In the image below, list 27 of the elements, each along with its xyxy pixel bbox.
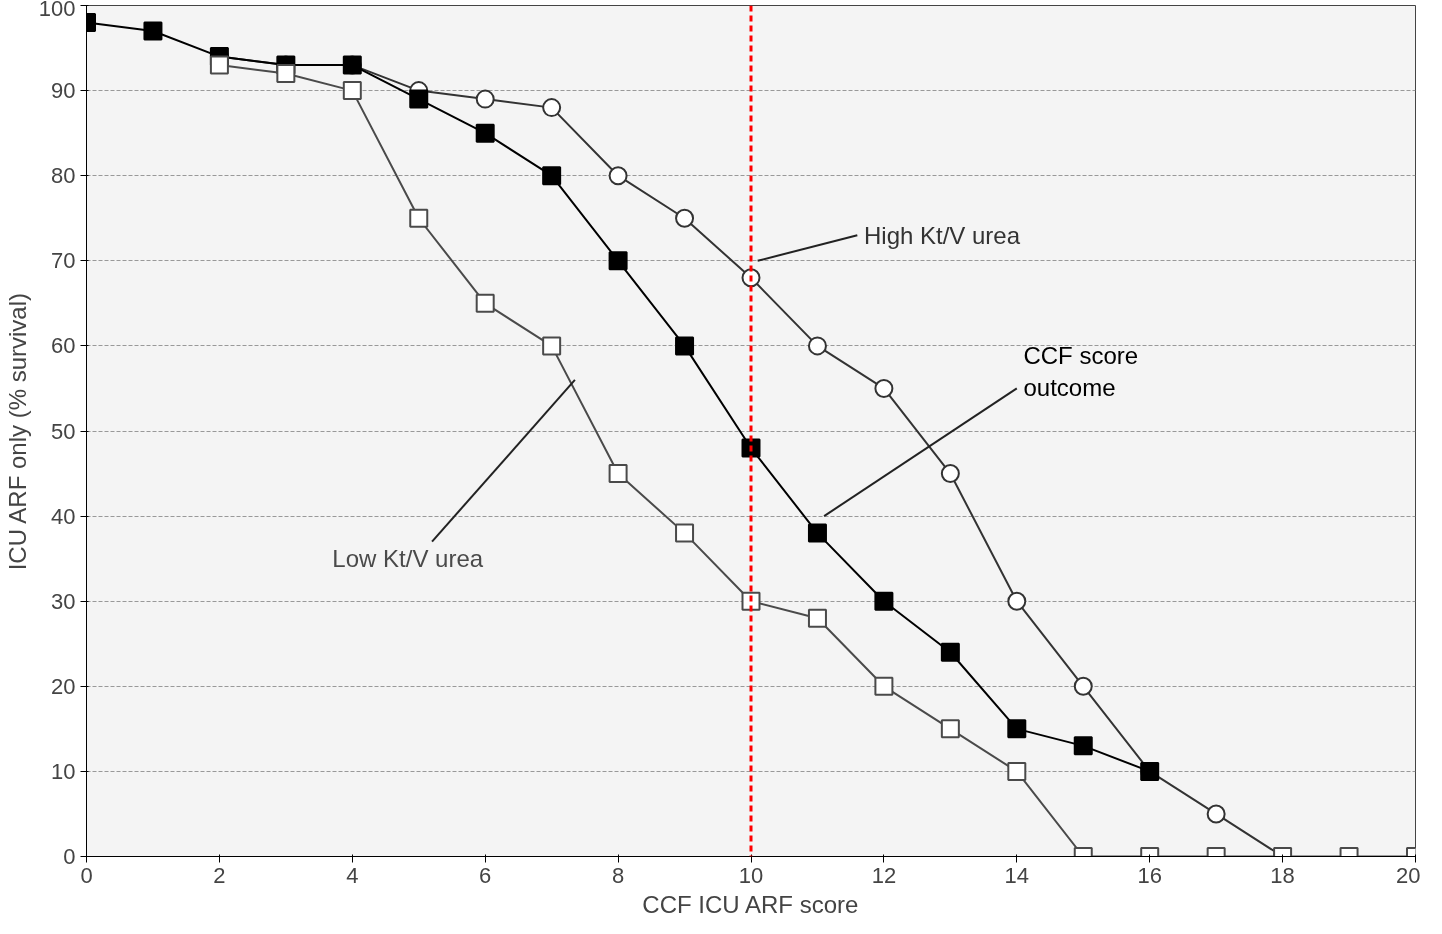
y-tick-label: 100 bbox=[38, 0, 76, 21]
x-tick-label: 10 bbox=[738, 862, 764, 888]
y-tick-label: 20 bbox=[51, 673, 76, 699]
x-tick-label: 4 bbox=[346, 862, 359, 888]
text: Low Kt/V urea bbox=[332, 545, 484, 573]
x-tick-label: 0 bbox=[80, 862, 93, 888]
x-tick-label: 18 bbox=[1270, 862, 1295, 888]
x-tick-label: 8 bbox=[611, 862, 625, 888]
x-tick-label: 16 bbox=[1137, 862, 1162, 888]
x-axis-title: CCF ICU ARF score bbox=[642, 890, 859, 918]
text: CCF score outcome bbox=[1023, 341, 1139, 402]
y-tick-label: 10 bbox=[51, 758, 76, 784]
x-tick-label: 20 bbox=[1396, 862, 1421, 888]
y-tick-label: 90 bbox=[51, 78, 76, 104]
x-tick-label: 6 bbox=[479, 862, 492, 888]
y-tick-label: 80 bbox=[51, 163, 76, 189]
y-tick-label: 30 bbox=[51, 588, 76, 614]
text: High Kt/V urea bbox=[863, 221, 1021, 249]
y-tick-label: 0 bbox=[63, 844, 76, 869]
y-axis-title: ICU ARF only (% survival) bbox=[3, 292, 31, 571]
x-tick-label: 12 bbox=[871, 862, 897, 888]
x-tick-label: 2 bbox=[213, 862, 226, 888]
y-tick-label: 70 bbox=[51, 248, 76, 274]
y-tick-label: 50 bbox=[51, 418, 76, 444]
x-tick-label: 14 bbox=[1004, 862, 1030, 888]
y-tick-label: 40 bbox=[51, 503, 76, 529]
y-tick-label: 60 bbox=[51, 333, 76, 359]
